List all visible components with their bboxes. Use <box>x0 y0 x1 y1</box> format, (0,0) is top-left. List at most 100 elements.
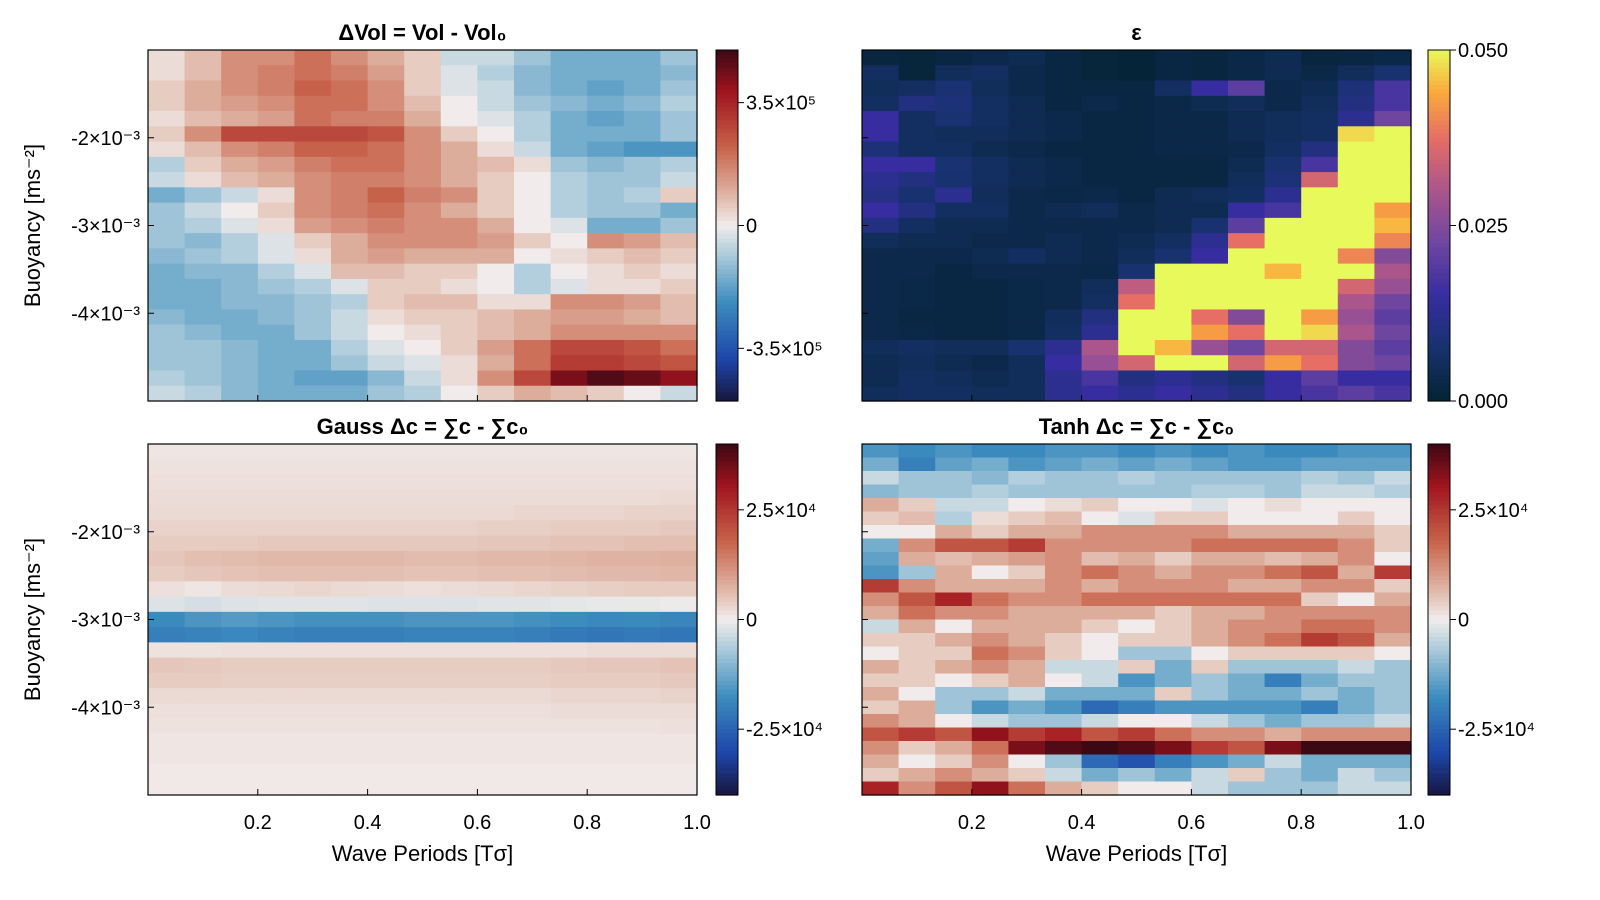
heatmap-cell <box>1374 339 1412 356</box>
heatmap-cell <box>1008 633 1046 648</box>
heatmap-cell <box>331 642 369 659</box>
heatmap-cell <box>862 552 900 567</box>
heatmap-cell <box>1008 538 1046 553</box>
heatmap-cell <box>1045 309 1083 326</box>
heatmap-cell <box>1008 111 1046 127</box>
heatmap-cell <box>1337 579 1375 594</box>
heatmap-cell <box>1081 172 1119 188</box>
heatmap-cell <box>184 355 222 372</box>
heatmap-cell <box>1118 606 1156 621</box>
colorbar-segment <box>716 509 738 515</box>
colorbar-segment <box>716 641 738 647</box>
heatmap-cell <box>587 355 625 372</box>
heatmap-cell <box>440 672 478 689</box>
heatmap-cell <box>331 764 369 781</box>
heatmap-cell <box>587 111 625 127</box>
colorbar-segment <box>716 773 738 779</box>
heatmap-cell <box>1191 565 1229 580</box>
heatmap-cell <box>1337 309 1375 326</box>
heatmap-cell <box>257 202 295 219</box>
colorbar-segment <box>1428 615 1450 621</box>
colorbar-segment <box>1428 724 1450 730</box>
heatmap-cell <box>1337 484 1375 499</box>
heatmap-cell <box>1228 172 1266 188</box>
colorbar-segment <box>1428 186 1450 191</box>
colorbar-segment <box>716 465 738 471</box>
colorbar-segment <box>716 322 738 328</box>
heatmap-cell <box>257 581 295 598</box>
colorbar-segment <box>1428 672 1450 678</box>
heatmap-cell <box>1264 565 1302 580</box>
heatmap-cell <box>367 749 405 766</box>
heatmap-cell <box>1301 385 1339 402</box>
heatmap-cell <box>514 172 552 188</box>
heatmap-cell <box>514 187 552 204</box>
heatmap-cell <box>1301 172 1339 188</box>
heatmap-cell <box>1374 156 1412 173</box>
heatmap-cell <box>477 489 515 506</box>
heatmap-cell <box>623 444 661 460</box>
heatmap-cell <box>331 202 369 219</box>
heatmap-cell <box>257 642 295 659</box>
heatmap-cell <box>862 385 900 402</box>
colorbar-segment <box>716 672 738 678</box>
heatmap-cell <box>550 703 588 720</box>
heatmap-cell <box>1228 156 1266 173</box>
colorbar-segment <box>716 300 738 306</box>
heatmap-cell <box>184 596 222 613</box>
colorbar-segment <box>1428 496 1450 502</box>
heatmap-cell <box>550 520 588 537</box>
heatmap-cell <box>148 581 186 598</box>
heatmap-cell <box>1154 511 1192 526</box>
heatmap-cell <box>1045 673 1083 688</box>
heatmap-cell <box>1337 324 1375 341</box>
heatmap-cell <box>257 217 295 234</box>
colorbar-segment <box>1428 295 1450 301</box>
heatmap-cell <box>440 141 478 158</box>
heatmap-cell <box>1228 768 1266 783</box>
heatmap-cell <box>660 309 698 326</box>
colorbar-tick-label: 0.000 <box>1458 391 1508 413</box>
colorbar-segment <box>716 667 738 673</box>
heatmap-cell <box>477 581 515 598</box>
heatmap-cell <box>1154 741 1192 756</box>
colorbar-segment <box>716 142 738 148</box>
heatmap-cell <box>898 309 936 326</box>
heatmap-cell <box>404 141 442 158</box>
colorbar-segment <box>716 221 738 227</box>
heatmap-cell <box>1264 498 1302 513</box>
heatmap-cell <box>623 126 661 143</box>
heatmap-cell <box>587 733 625 750</box>
colorbar-segment <box>1428 387 1450 393</box>
heatmap-cell <box>587 596 625 613</box>
heatmap-cell <box>477 339 515 356</box>
heatmap-cell <box>1374 484 1412 499</box>
heatmap-cell <box>367 642 405 659</box>
heatmap-cell <box>440 505 478 521</box>
heatmap-cell <box>862 156 900 173</box>
heatmap-cell <box>550 309 588 326</box>
colorbar-segment <box>716 654 738 660</box>
heatmap-cell <box>1264 768 1302 783</box>
heatmap-cell <box>221 217 259 234</box>
heatmap-cell <box>148 459 186 476</box>
heatmap-cell <box>1228 592 1266 607</box>
colorbar-segment <box>716 379 738 385</box>
colorbar-segment <box>1428 689 1450 695</box>
colorbar-segment <box>716 387 738 393</box>
heatmap-cell <box>440 187 478 204</box>
heatmap-cell <box>1264 324 1302 341</box>
colorbar-segment <box>1428 492 1450 498</box>
colorbar-segment <box>716 724 738 730</box>
y-tick-label: -3×10⁻³ <box>71 610 140 632</box>
heatmap-cell <box>1264 50 1302 66</box>
heatmap-cell <box>440 233 478 249</box>
heatmap-cell <box>1118 156 1156 173</box>
heatmap-cell <box>477 764 515 781</box>
heatmap-cell <box>477 779 515 796</box>
heatmap-cell <box>331 672 369 689</box>
heatmap-cell <box>587 672 625 689</box>
heatmap-cell <box>404 294 442 311</box>
heatmap-cell <box>587 535 625 552</box>
heatmap-cell <box>331 80 369 97</box>
